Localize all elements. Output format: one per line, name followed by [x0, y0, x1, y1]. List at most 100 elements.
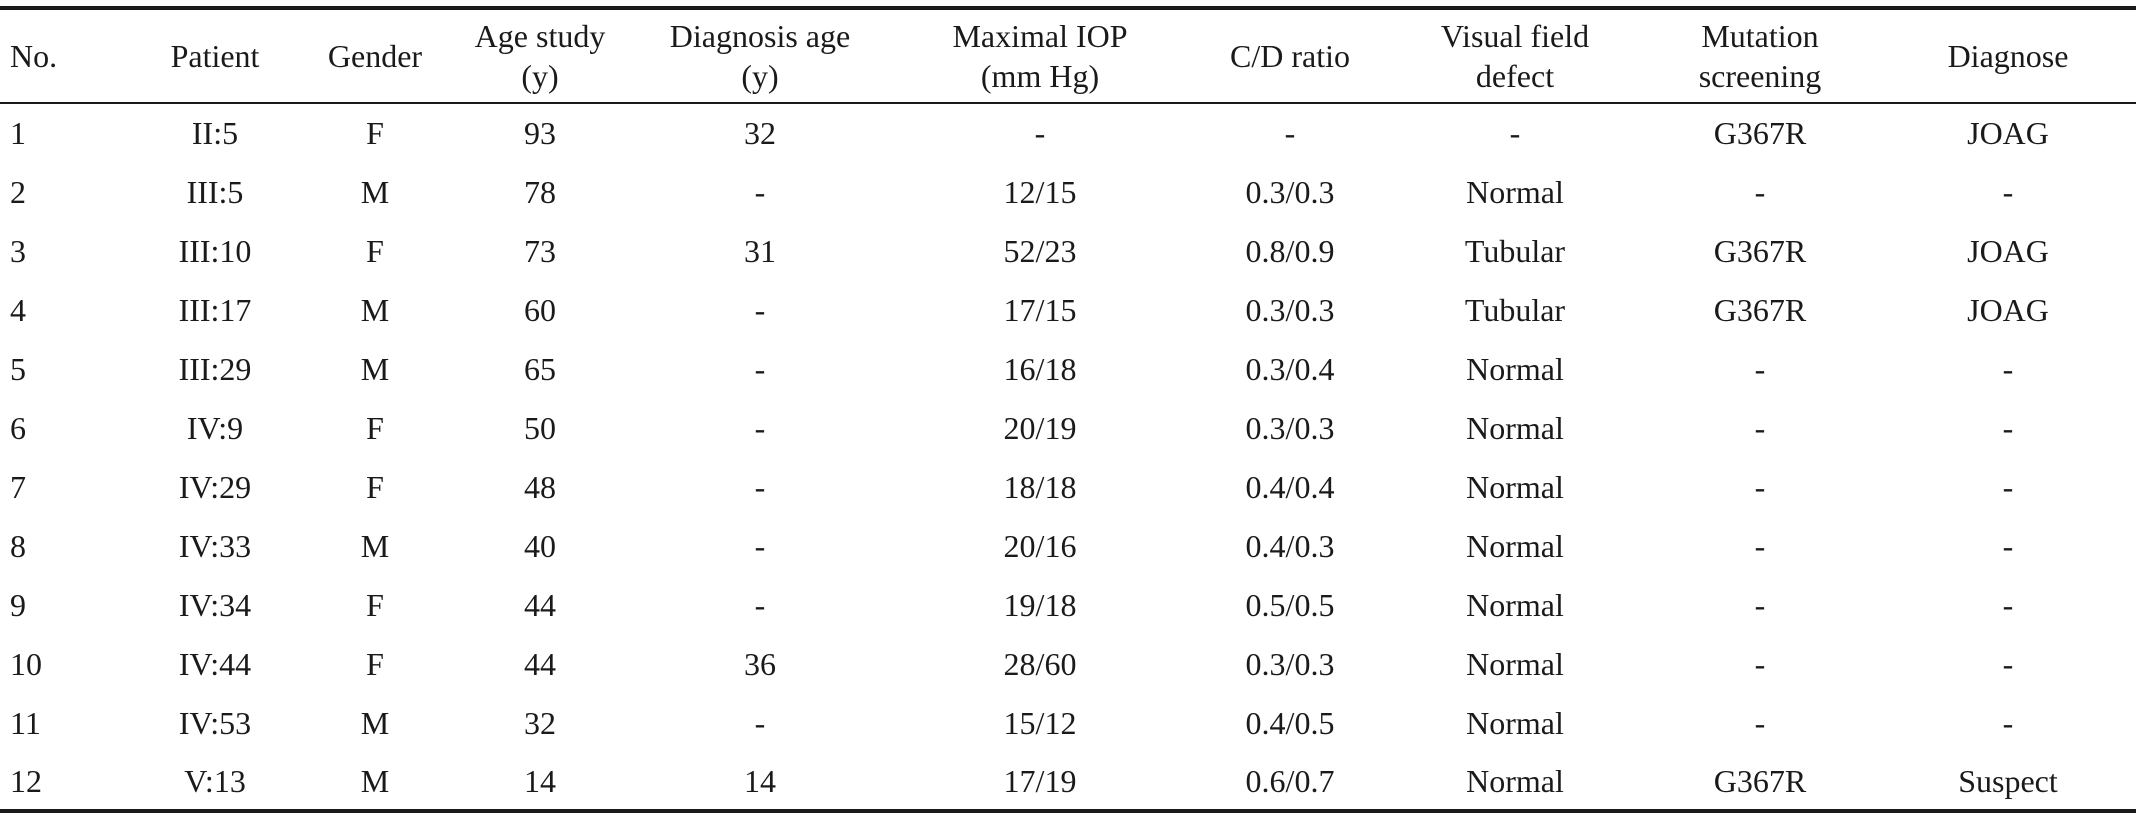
- cell-visual-field-defect: Normal: [1466, 409, 1564, 446]
- cell-diagnose: -: [2002, 645, 2014, 682]
- cell-no: 10: [10, 645, 42, 682]
- cell-visual-field-defect: Normal: [1466, 586, 1564, 623]
- cell-gender: F: [366, 586, 384, 623]
- header-age-study: Age study (y): [450, 6, 630, 104]
- cell-diagnosis-age: -: [754, 409, 766, 446]
- table-row: 9 IV:34 F 44 - 19/18 0.5/0.5 Normal - -: [0, 575, 2136, 634]
- cell-no: 8: [10, 527, 26, 564]
- cell-maximal-iop: -: [1034, 115, 1046, 151]
- cell-diagnose: Suspect: [1880, 752, 2136, 813]
- cell-cd-ratio: 0.3/0.3: [1245, 173, 1335, 210]
- cell-gender: F: [366, 409, 384, 446]
- header-mutation-screening: Mutation screening: [1640, 6, 1880, 104]
- cell-age-study: 93: [524, 115, 556, 151]
- cell-maximal-iop: 18/18: [1003, 468, 1077, 505]
- table-row: 7 IV:29 F 48 - 18/18 0.4/0.4 Normal - -: [0, 457, 2136, 516]
- patient-table: No. Patient Gender Age study (y) Diagnos…: [0, 6, 2136, 813]
- cell-diagnosis-age: 32: [744, 115, 776, 151]
- header-age-study-line1: Age study: [474, 18, 606, 54]
- cell-maximal-iop: 52/23: [1003, 232, 1077, 269]
- cell-visual-field-defect: Normal: [1466, 527, 1564, 564]
- cell-age-study: 44: [524, 645, 556, 682]
- patient-table-container: No. Patient Gender Age study (y) Diagnos…: [0, 6, 2136, 813]
- cell-cd-ratio: 0.5/0.5: [1245, 586, 1335, 623]
- cell-mutation-screening: G367R: [1713, 232, 1807, 269]
- header-diagnosis-age: Diagnosis age (y): [630, 6, 890, 104]
- cell-cd-ratio: 0.4/0.4: [1245, 468, 1335, 505]
- cell-visual-field-defect: Normal: [1390, 752, 1640, 813]
- cell-diagnosis-age: -: [754, 173, 766, 210]
- cell-mutation-screening: G367R: [1640, 752, 1880, 813]
- cell-visual-field-defect: Normal: [1466, 704, 1564, 741]
- table-row: 11 IV:53 M 32 - 15/12 0.4/0.5 Normal - -: [0, 693, 2136, 752]
- cell-diagnosis-age: -: [754, 527, 766, 564]
- cell-gender: F: [366, 645, 384, 682]
- table-row: 1 II:5 F 93 32 - - - G367R JOAG: [0, 103, 2136, 162]
- header-patient-line1: Patient: [170, 38, 260, 74]
- table-row: 6 IV:9 F 50 - 20/19 0.3/0.3 Normal - -: [0, 398, 2136, 457]
- table-row: 8 IV:33 M 40 - 20/16 0.4/0.3 Normal - -: [0, 516, 2136, 575]
- cell-diagnosis-age: 36: [744, 645, 776, 682]
- cell-mutation-screening: -: [1754, 527, 1766, 564]
- cell-patient: III:29: [178, 350, 252, 387]
- cell-patient: III:10: [178, 232, 252, 269]
- cell-gender: M: [300, 752, 450, 813]
- cell-patient: IV:53: [178, 704, 252, 741]
- cell-maximal-iop: 17/19: [890, 752, 1190, 813]
- cell-mutation-screening: -: [1754, 409, 1766, 446]
- cell-patient: IV:29: [178, 468, 252, 505]
- table-row: 5 III:29 M 65 - 16/18 0.3/0.4 Normal - -: [0, 339, 2136, 398]
- cell-no: 9: [10, 586, 26, 623]
- cell-patient: III:17: [178, 291, 252, 328]
- table-row: 2 III:5 M 78 - 12/15 0.3/0.3 Normal - -: [0, 162, 2136, 221]
- cell-age-study: 73: [524, 232, 556, 269]
- cell-gender: M: [360, 173, 390, 210]
- cell-cd-ratio: 0.4/0.5: [1245, 704, 1335, 741]
- cell-gender: M: [360, 527, 390, 564]
- cell-cd-ratio: 0.3/0.3: [1245, 291, 1335, 328]
- header-mutation-screening-line1: Mutation: [1701, 18, 1819, 54]
- cell-no: 11: [10, 704, 41, 741]
- cell-diagnose: -: [2002, 704, 2014, 741]
- cell-maximal-iop: 20/19: [1003, 409, 1077, 446]
- header-diagnosis-age-line2: (y): [741, 58, 779, 94]
- cell-maximal-iop: 15/12: [1003, 704, 1077, 741]
- cell-gender: F: [366, 115, 384, 151]
- cell-diagnosis-age: -: [754, 586, 766, 623]
- cell-maximal-iop: 16/18: [1003, 350, 1077, 387]
- cell-maximal-iop: 12/15: [1003, 173, 1077, 210]
- cell-age-study: 65: [524, 350, 556, 387]
- cell-diagnose: -: [2002, 350, 2014, 387]
- header-diagnose: Diagnose: [1880, 6, 2136, 104]
- header-no: No.: [0, 6, 130, 104]
- table-row: 4 III:17 M 60 - 17/15 0.3/0.3 Tubular G367R JOAG: [0, 280, 2136, 339]
- cell-no: 7: [10, 468, 26, 505]
- table-row: 3 III:10 F 73 31 52/23 0.8/0.9 Tubular G367R JOAG: [0, 221, 2136, 280]
- cell-diagnose: -: [2002, 527, 2014, 564]
- cell-patient: IV:44: [178, 645, 252, 682]
- cell-mutation-screening: -: [1754, 173, 1766, 210]
- header-visual-field-defect: Visual field defect: [1390, 6, 1640, 104]
- cell-mutation-screening: -: [1754, 468, 1766, 505]
- cell-cd-ratio: 0.3/0.4: [1245, 350, 1335, 387]
- cell-gender: F: [366, 468, 384, 505]
- header-maximal-iop-line2: (mm Hg): [980, 58, 1100, 94]
- header-cd-ratio-line1: C/D ratio: [1230, 38, 1350, 74]
- cell-gender: M: [360, 704, 390, 741]
- cell-no: 6: [10, 409, 26, 446]
- cell-mutation-screening: G367R: [1713, 115, 1807, 151]
- cell-diagnose: -: [2002, 409, 2014, 446]
- cell-no: 12: [0, 752, 130, 813]
- header-maximal-iop: Maximal IOP (mm Hg): [890, 6, 1190, 104]
- cell-visual-field-defect: Normal: [1466, 350, 1564, 387]
- table-body: 1 II:5 F 93 32- - - G367R JOAG 2 III:5 M 78-12/15 0.3…: [0, 103, 2136, 813]
- cell-diagnosis-age: -: [754, 704, 766, 741]
- cell-patient: III:5: [186, 173, 244, 210]
- cell-cd-ratio: 0.4/0.3: [1245, 527, 1335, 564]
- cell-cd-ratio: 0.3/0.3: [1245, 645, 1335, 682]
- header-no-line1: No.: [10, 38, 58, 74]
- cell-no: 5: [10, 350, 26, 387]
- cell-gender: M: [360, 350, 390, 387]
- cell-gender: M: [360, 291, 390, 328]
- cell-diagnosis-age: -: [754, 291, 766, 328]
